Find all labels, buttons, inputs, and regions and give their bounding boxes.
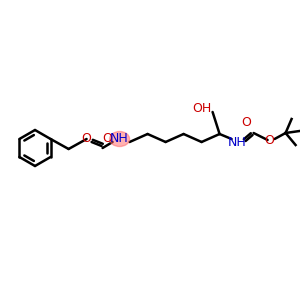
Text: O: O [103, 133, 112, 146]
Text: NH: NH [110, 133, 129, 146]
Text: NH: NH [228, 136, 247, 148]
Text: OH: OH [192, 101, 211, 115]
Text: O: O [265, 134, 275, 148]
Ellipse shape [110, 131, 130, 146]
Text: O: O [82, 133, 92, 146]
Text: O: O [242, 116, 251, 130]
